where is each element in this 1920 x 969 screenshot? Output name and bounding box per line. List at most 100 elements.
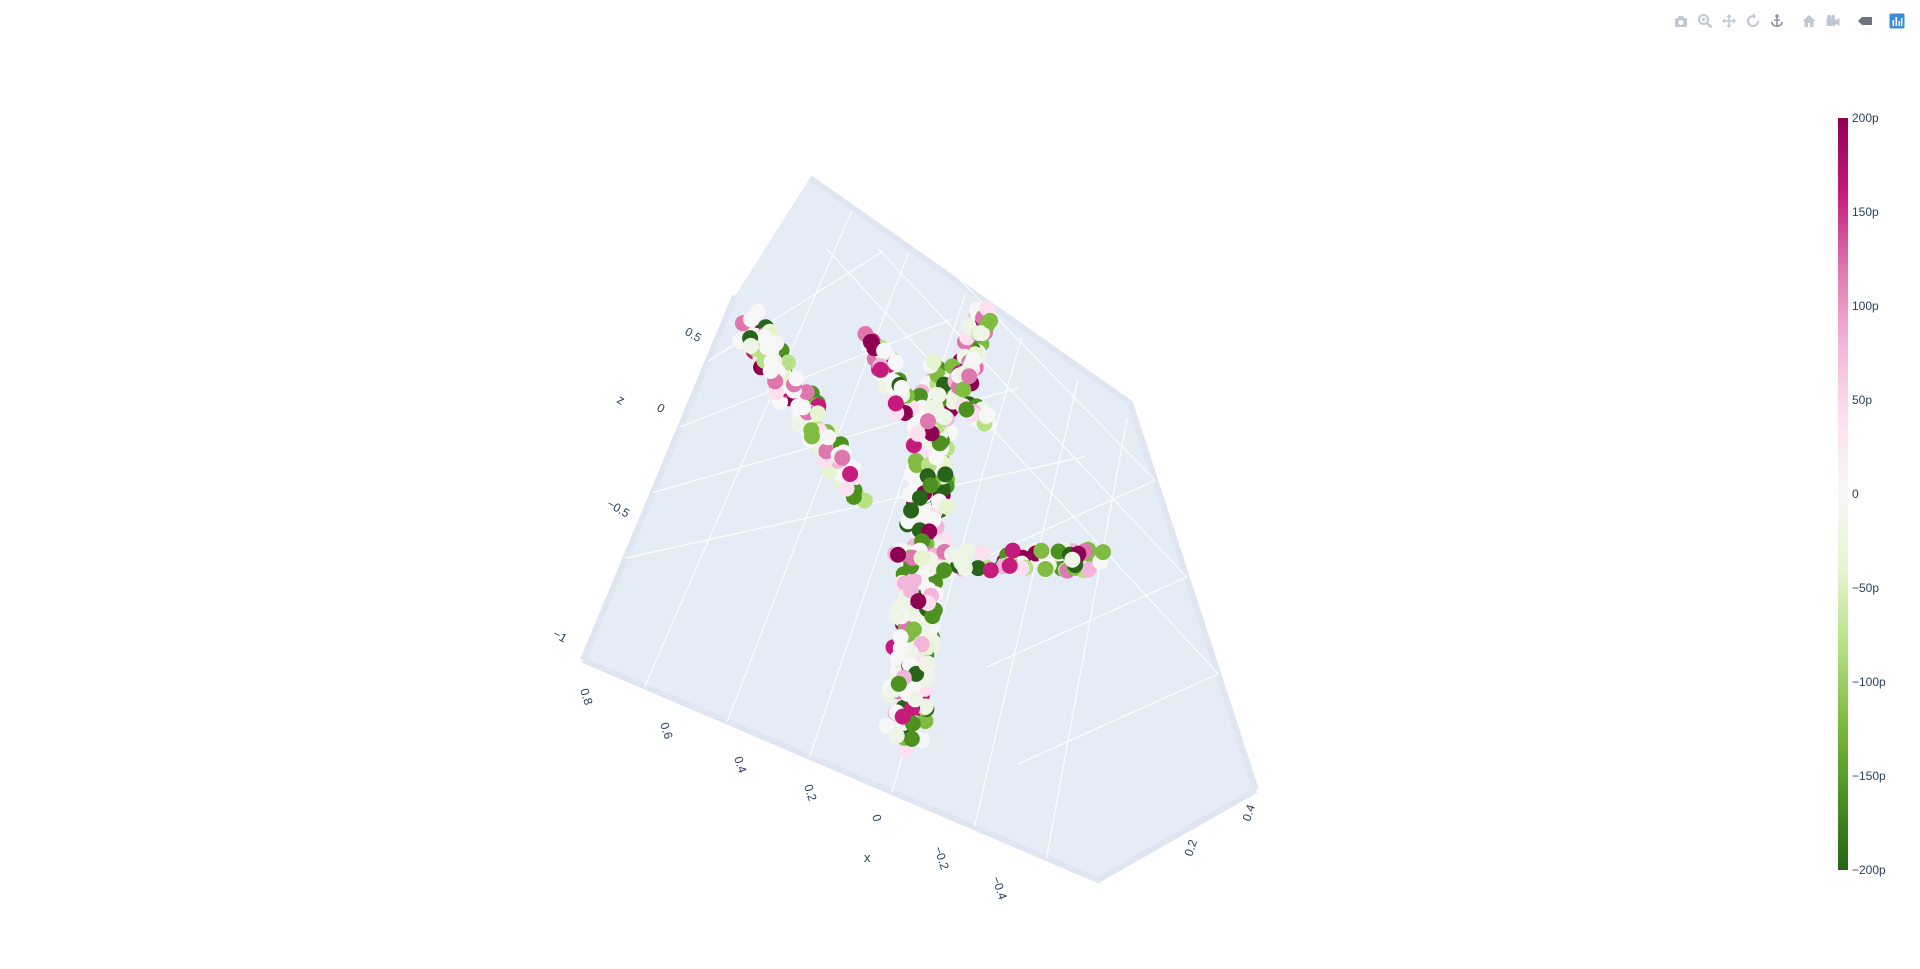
data-point[interactable] — [907, 452, 924, 469]
x-tick-label: 0.4 — [731, 755, 750, 776]
data-point[interactable] — [937, 466, 954, 483]
data-point[interactable] — [982, 312, 998, 329]
data-point[interactable] — [939, 498, 955, 515]
data-point[interactable] — [890, 675, 907, 692]
data-point[interactable] — [1064, 551, 1081, 568]
data-point[interactable] — [913, 636, 930, 653]
data-point[interactable] — [893, 379, 910, 396]
data-point[interactable] — [1080, 561, 1097, 578]
data-point[interactable] — [887, 395, 904, 412]
y-tick-label: 0.4 — [1240, 802, 1259, 823]
data-point[interactable] — [803, 422, 820, 439]
pan-button[interactable] — [1718, 10, 1740, 32]
data-point[interactable] — [930, 387, 947, 404]
data-point[interactable] — [820, 429, 837, 446]
data-point[interactable] — [970, 560, 987, 577]
data-point[interactable] — [1033, 542, 1050, 559]
data-point[interactable] — [862, 333, 879, 350]
data-point[interactable] — [890, 546, 906, 563]
scene[interactable]: 0.8 0.6 0.4 0.2 0 −0.2 −0.4 0.4 0.2 0.5 0 −0.5 −1 x z — [551, 175, 1259, 902]
z-axis-title: z — [615, 392, 628, 408]
camera-button[interactable] — [1670, 10, 1692, 32]
data-point[interactable] — [910, 593, 927, 610]
data-point[interactable] — [922, 477, 939, 494]
data-point[interactable] — [955, 381, 972, 398]
data-point[interactable] — [838, 480, 855, 497]
data-point[interactable] — [888, 607, 905, 624]
data-point[interactable] — [907, 691, 924, 708]
data-point[interactable] — [818, 443, 835, 460]
data-point[interactable] — [936, 562, 953, 579]
data-point[interactable] — [961, 368, 978, 385]
data-point[interactable] — [894, 708, 911, 725]
hover-toggle-button[interactable] — [1854, 10, 1876, 32]
data-point[interactable] — [905, 621, 922, 638]
colorbar-tick-label: −200p — [1852, 863, 1886, 877]
plotly-logo-icon — [1889, 13, 1905, 29]
data-point[interactable] — [908, 665, 925, 682]
home-button[interactable] — [1798, 10, 1820, 32]
data-point[interactable] — [888, 727, 905, 744]
data-point[interactable] — [979, 300, 996, 317]
data-point[interactable] — [1037, 561, 1054, 577]
data-point[interactable] — [953, 554, 970, 571]
plotly-logo-button[interactable] — [1886, 10, 1908, 32]
data-point[interactable] — [1004, 542, 1021, 559]
turntable-button[interactable] — [1766, 10, 1788, 32]
scene-edge-right — [808, 175, 1259, 791]
data-point[interactable] — [982, 562, 999, 579]
data-point[interactable] — [923, 425, 940, 442]
data-point[interactable] — [979, 406, 996, 423]
z-tick-label: −0.5 — [605, 496, 633, 520]
data-point[interactable] — [892, 640, 909, 656]
data-point[interactable] — [842, 466, 859, 482]
camera-reset-icon — [1826, 14, 1840, 26]
data-point[interactable] — [903, 730, 920, 747]
data-point[interactable] — [905, 571, 922, 588]
x-tick-label: 0.2 — [801, 783, 820, 804]
colorbar: 200p 150p 100p 50p 0 −50p −100p −150p −200p — [1838, 111, 1886, 877]
data-point[interactable] — [798, 384, 815, 401]
data-point[interactable] — [878, 718, 895, 735]
data-point[interactable] — [810, 405, 826, 422]
data-point[interactable] — [974, 545, 991, 561]
data-point[interactable] — [742, 337, 759, 354]
colorbar-tick-label: 150p — [1852, 205, 1879, 219]
data-point[interactable] — [958, 401, 975, 418]
data-point[interactable] — [743, 311, 760, 328]
data-point[interactable] — [788, 370, 805, 387]
data-point[interactable] — [928, 449, 945, 466]
data-point[interactable] — [924, 608, 941, 625]
data-point[interactable] — [914, 502, 931, 519]
data-point[interactable] — [973, 325, 990, 342]
orbit-button[interactable] — [1742, 10, 1764, 32]
data-point[interactable] — [920, 413, 936, 430]
colorbar-tick-label: −50p — [1852, 581, 1879, 595]
colorbar-tick-label: 0 — [1852, 487, 1859, 501]
zoom-button[interactable] — [1694, 10, 1716, 32]
data-point[interactable] — [917, 713, 934, 729]
data-point[interactable] — [911, 387, 928, 404]
data-point[interactable] — [795, 399, 812, 416]
data-point[interactable] — [912, 489, 928, 506]
data-point[interactable] — [909, 425, 926, 442]
data-point[interactable] — [887, 354, 904, 371]
data-point[interactable] — [965, 351, 982, 368]
data-point[interactable] — [759, 339, 776, 356]
data-point[interactable] — [918, 656, 935, 673]
data-point[interactable] — [903, 502, 920, 519]
data-point[interactable] — [925, 353, 942, 370]
data-point[interactable] — [913, 550, 930, 567]
x-tick-label: 0.8 — [577, 687, 596, 708]
data-point[interactable] — [924, 400, 941, 417]
data-point[interactable] — [763, 353, 780, 370]
data-point[interactable] — [834, 449, 851, 466]
data-point[interactable] — [876, 342, 893, 359]
data-point[interactable] — [790, 416, 807, 433]
data-point[interactable] — [1001, 557, 1018, 574]
camera-reset-button[interactable] — [1822, 10, 1844, 32]
data-point[interactable] — [872, 361, 889, 378]
point-cloud[interactable] — [731, 300, 1111, 757]
data-point[interactable] — [1095, 544, 1111, 561]
